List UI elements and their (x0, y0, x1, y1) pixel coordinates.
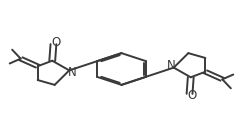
Text: N: N (166, 59, 175, 72)
Text: O: O (51, 36, 61, 49)
Text: O: O (187, 89, 197, 102)
Text: N: N (68, 66, 77, 79)
